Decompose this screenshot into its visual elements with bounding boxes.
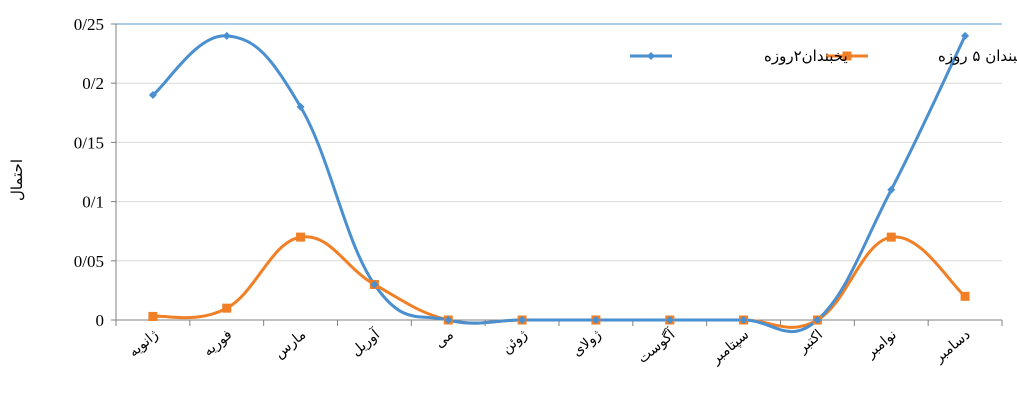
y-tick-label: 0/15 bbox=[74, 133, 104, 152]
legend-label: یخبندان ۵ روزه bbox=[938, 47, 1017, 65]
gridlines bbox=[116, 23, 1002, 262]
data-point bbox=[296, 232, 306, 242]
data-point bbox=[222, 31, 231, 40]
y-axis-title: احتمال bbox=[8, 159, 26, 201]
y-tick-label: 0/05 bbox=[74, 252, 104, 271]
y-tick-label: 0/2 bbox=[82, 74, 104, 93]
y-tick-label: 0/1 bbox=[82, 193, 104, 212]
legend-marker bbox=[647, 52, 655, 60]
y-tick-label: 0/25 bbox=[74, 15, 104, 34]
y-tick-label: 0 bbox=[96, 311, 105, 330]
data-point bbox=[444, 316, 453, 324]
x-tick-label: ژوئن bbox=[499, 327, 531, 357]
x-tick-label: ژولای bbox=[569, 327, 604, 360]
data-point bbox=[960, 291, 970, 301]
data-point bbox=[665, 316, 674, 324]
series-line bbox=[151, 34, 967, 333]
data-point bbox=[370, 280, 379, 289]
data-point bbox=[222, 303, 232, 313]
legend-label: یخبندان۲روزه bbox=[764, 47, 848, 65]
data-point bbox=[887, 185, 896, 194]
x-tick-label: آگوست bbox=[634, 325, 679, 367]
x-tick-label: دسامبر bbox=[931, 327, 974, 367]
series bbox=[148, 31, 970, 333]
data-point bbox=[518, 316, 527, 324]
legend: یخبندان ۵ روزه یخبندان۲روزه bbox=[630, 47, 1017, 65]
x-tick-label: سپتامبر bbox=[707, 327, 752, 368]
x-tick-label: آوریل bbox=[348, 325, 384, 359]
x-tick-label: می bbox=[432, 327, 457, 352]
data-point bbox=[739, 316, 748, 324]
data-point bbox=[961, 31, 970, 40]
legend-marker bbox=[842, 51, 852, 61]
series-line bbox=[151, 235, 967, 329]
x-tick-label: نوامبر bbox=[862, 327, 899, 362]
x-tick-label: ژانویه bbox=[126, 327, 162, 361]
data-point bbox=[591, 316, 600, 324]
data-point bbox=[148, 311, 158, 321]
x-tick-label: فوریه bbox=[200, 327, 235, 360]
x-tick-label: مارس bbox=[272, 327, 310, 362]
data-point bbox=[296, 102, 305, 111]
data-point bbox=[148, 91, 157, 100]
data-point bbox=[886, 232, 896, 242]
data-point bbox=[813, 316, 822, 324]
